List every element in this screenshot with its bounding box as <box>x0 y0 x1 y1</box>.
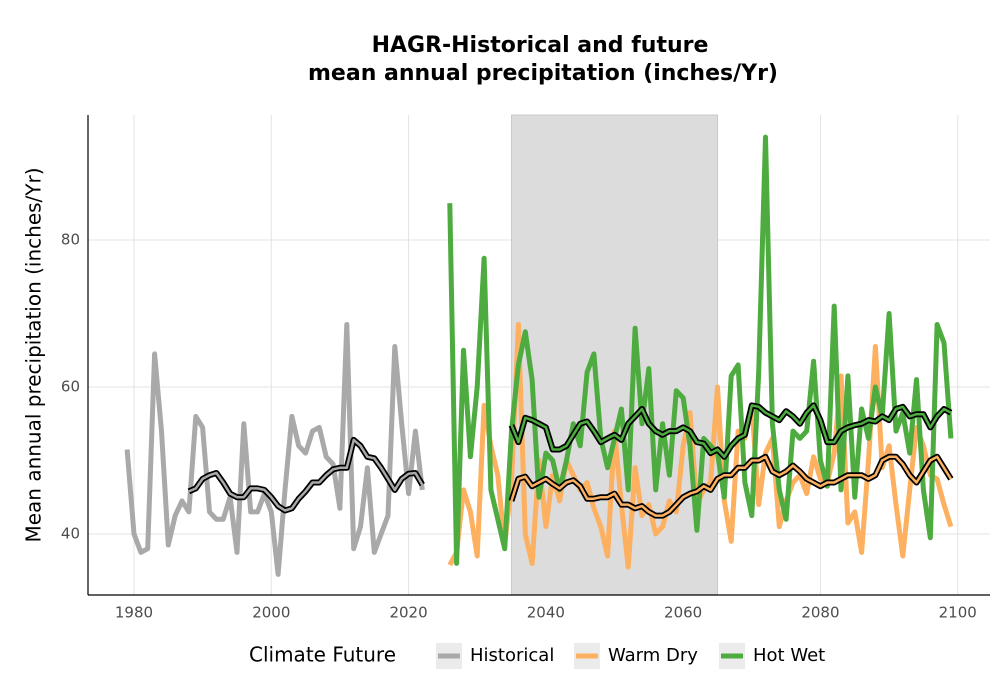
x-tick-label: 2060 <box>664 604 702 622</box>
chart-title: HAGR-Historical and future <box>372 33 709 58</box>
series-line <box>124 322 425 577</box>
y-tick-label: 80 <box>61 230 80 248</box>
y-axis-label: Mean annual precipitation (inches/Yr) <box>22 167 46 542</box>
legend-title: Climate Future <box>249 643 396 667</box>
trend-line <box>510 455 952 517</box>
legend-label: Hot Wet <box>753 645 825 666</box>
trend-line <box>510 404 952 459</box>
x-tick-label: 2020 <box>389 604 427 622</box>
x-tick-label: 1980 <box>115 604 153 622</box>
y-tick-label: 40 <box>61 524 80 542</box>
y-tick-label: 60 <box>61 377 80 395</box>
legend-label: Historical <box>470 645 554 666</box>
x-tick-label: 2100 <box>939 604 977 622</box>
legend-label: Warm Dry <box>608 645 698 666</box>
chart-title: mean annual precipitation (inches/Yr) <box>308 61 778 86</box>
trend-line <box>188 438 424 512</box>
x-tick-label: 2080 <box>801 604 839 622</box>
x-tick-label: 2000 <box>252 604 290 622</box>
x-tick-label: 2040 <box>527 604 565 622</box>
series-line <box>447 134 954 566</box>
shaded-period <box>511 114 718 596</box>
